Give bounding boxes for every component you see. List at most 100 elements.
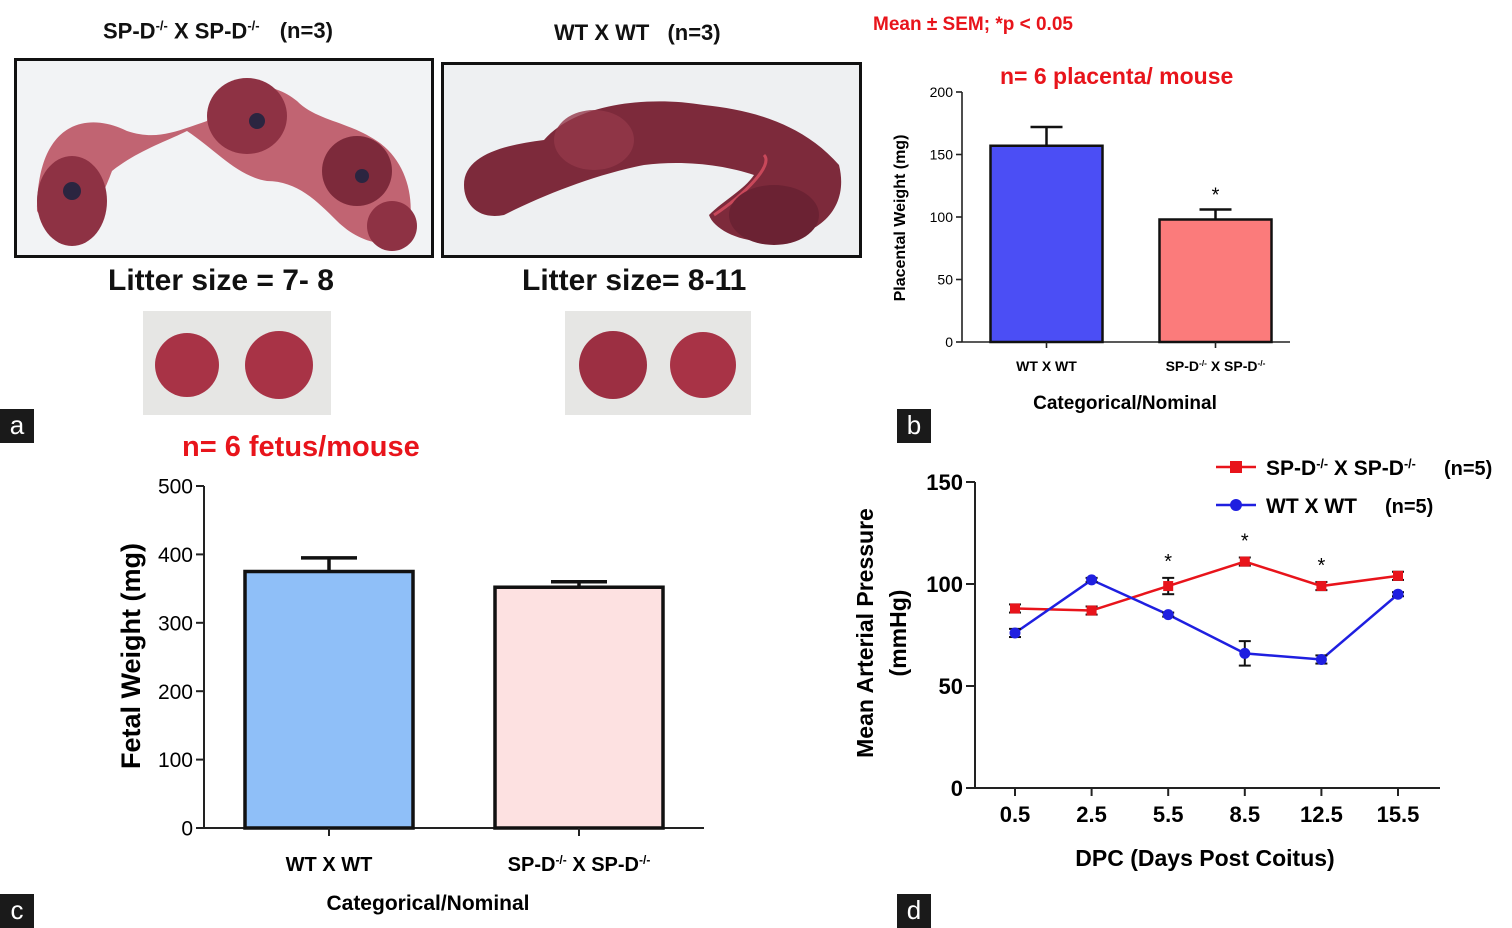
right-litter-size: Litter size= 8-11 — [522, 264, 747, 297]
annotation-c: n= 6 fetus/mouse — [182, 431, 420, 463]
significance-star: * — [1164, 551, 1172, 573]
y-tick-label: 0 — [951, 776, 963, 801]
label-part: -/- — [639, 853, 650, 867]
y-tick-label: 0 — [945, 334, 953, 350]
line-chart-d: 0 50 100 150 0.5 2.5 5.5 8.5 12.5 15.5 * * * — [926, 470, 1440, 827]
y-tick-label: 0 — [181, 818, 193, 841]
data-point — [1086, 605, 1097, 616]
x-tick-label: WT X WT — [1016, 358, 1077, 374]
label-part: SP-D — [508, 854, 556, 876]
x-tick-label: 2.5 — [1076, 802, 1107, 827]
panel-d-chart: Mean Arterial Pressure (mmHg) DPC (Days … — [852, 457, 1492, 871]
bar — [243, 569, 415, 830]
series-line — [1014, 578, 1399, 661]
panel-letter-a: a — [0, 409, 34, 443]
y-tick-label: 400 — [158, 544, 193, 567]
xlabel-b: Categorical/Nominal — [1033, 393, 1217, 414]
data-point — [1392, 588, 1404, 600]
panel-b-chart: n= 6 placenta/ mouse Placental Weight (m… — [892, 63, 1290, 414]
panel-letter-b: b — [897, 409, 931, 443]
label-part: WT X WT — [286, 854, 373, 876]
label-part: X SP-D — [567, 854, 639, 876]
label-part: SP-D — [1166, 358, 1199, 374]
uterus-illustration-left — [17, 61, 431, 255]
uterus-illustration-right — [444, 65, 859, 255]
significance-star: * — [1318, 555, 1326, 577]
label-part: X SP-D — [1207, 358, 1258, 374]
data-point — [1239, 556, 1250, 567]
data-point — [1086, 574, 1098, 586]
label-part: -/- — [1199, 358, 1207, 368]
y-tick-label: 300 — [158, 612, 193, 635]
panel-letter-d: d — [897, 894, 931, 928]
annotation-b: n= 6 placenta/ mouse — [1000, 63, 1233, 89]
y-tick-label: 500 — [158, 476, 193, 499]
uterus-photo-spd-knockout — [14, 58, 434, 258]
bar — [989, 144, 1104, 344]
xlabel-d: DPC (Days Post Coitus) — [1075, 845, 1334, 871]
y-tick-label: 50 — [939, 674, 963, 699]
x-tick-label: 8.5 — [1230, 802, 1261, 827]
legend-d: SP-D-/- X SP-D-/- (n=5)WT X WT (n=5) — [1216, 457, 1492, 518]
label-part: -/- — [1404, 457, 1416, 471]
series-line — [1014, 560, 1399, 612]
label-part: WT X WT — [1266, 495, 1357, 518]
ylabel-d-line1: Mean Arterial Pressure — [852, 508, 878, 758]
label-part: -/- — [1316, 457, 1328, 471]
bar — [493, 585, 665, 830]
bar — [1158, 218, 1273, 344]
data-point — [1009, 627, 1021, 639]
data-point — [1315, 653, 1327, 665]
placenta-pair-right — [579, 331, 736, 399]
y-tick-label: 150 — [926, 470, 963, 495]
y-tick-label: 150 — [930, 147, 954, 163]
placenta-photo-left — [143, 311, 331, 415]
legend-label: WT X WT — [1266, 495, 1357, 518]
right-group-title: WT X WT (n=3) — [554, 20, 721, 45]
legend-label: SP-D-/- X SP-D-/- — [1266, 457, 1416, 480]
y-tick-label: 100 — [926, 572, 963, 597]
ylabel-c: Fetal Weight (mg) — [116, 543, 146, 769]
x-tick-label: 15.5 — [1377, 802, 1420, 827]
y-tick-label: 100 — [930, 209, 954, 225]
label-part: WT X WT — [1016, 358, 1077, 374]
significance-star: * — [1212, 185, 1220, 207]
uterus-photo-wild-type — [441, 62, 862, 258]
y-tick-label: 100 — [158, 749, 193, 772]
x-tick-label: WT X WT — [286, 854, 373, 876]
ylabel-d-line2: (mmHg) — [885, 590, 911, 677]
label-part: SP-D — [1266, 457, 1316, 480]
data-point — [1316, 581, 1327, 592]
stats-note: Mean ± SEM; *p < 0.05 — [873, 14, 1073, 35]
legend-marker — [1230, 461, 1242, 473]
y-tick-label: 200 — [158, 681, 193, 704]
x-tick-label: 5.5 — [1153, 802, 1184, 827]
x-tick-label: SP-D-/- X SP-D-/- — [1166, 358, 1266, 374]
panel-c-chart: n= 6 fetus/mouse Fetal Weight (mg) Categ… — [116, 431, 704, 915]
legend-n: (n=5) — [1444, 458, 1492, 480]
left-litter-size: Litter size = 7- 8 — [108, 264, 334, 297]
data-point — [1239, 647, 1251, 659]
xlabel-c: Categorical/Nominal — [326, 892, 529, 915]
placenta-photo-right — [565, 311, 751, 415]
label-part: X SP-D — [1328, 457, 1404, 480]
panel-letter-c: c — [0, 894, 34, 928]
x-tick-label: 12.5 — [1300, 802, 1343, 827]
data-point — [1393, 570, 1403, 581]
data-point — [1163, 581, 1174, 592]
label-part: -/- — [1258, 358, 1266, 368]
ylabel-b: Placental Weight (mg) — [892, 135, 909, 302]
legend-n: (n=5) — [1385, 496, 1433, 518]
data-point — [1162, 609, 1174, 621]
significance-star: * — [1241, 530, 1249, 552]
y-tick-label: 50 — [937, 272, 953, 288]
label-part: -/- — [555, 853, 566, 867]
placenta-pair-left — [155, 331, 313, 399]
x-tick-label: 0.5 — [1000, 802, 1031, 827]
legend-marker — [1230, 499, 1242, 511]
data-point — [1010, 603, 1020, 614]
x-tick-label: SP-D-/- X SP-D-/- — [508, 853, 651, 876]
y-tick-label: 200 — [930, 84, 954, 100]
